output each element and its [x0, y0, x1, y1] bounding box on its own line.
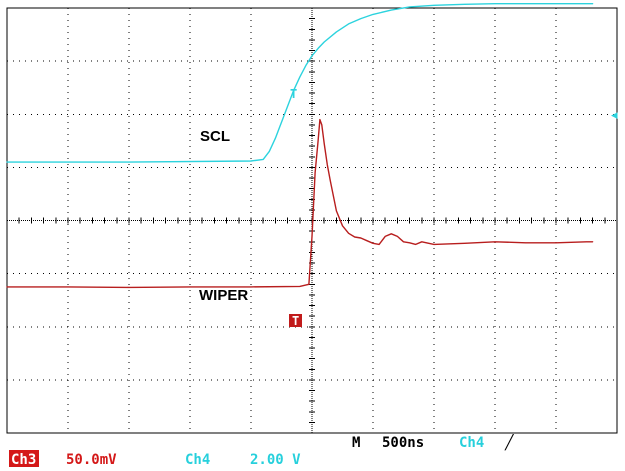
- ch4-trigger-position-marker: T: [290, 87, 297, 101]
- ch3-trigger-marker-box: [289, 314, 302, 327]
- traces: [6, 3, 594, 289]
- ch3-scale: 50.0mV: [66, 452, 117, 468]
- wiper-label: WIPER: [199, 287, 248, 304]
- wiper-trace: [6, 118, 594, 289]
- graticule-center-axes: [6, 7, 618, 434]
- trigger-source: Ch4: [459, 435, 484, 451]
- trigger-slope-icon: ╱: [504, 434, 515, 451]
- scl-trace: [6, 3, 594, 163]
- scl-label: SCL: [200, 128, 230, 145]
- ch4-name: Ch4: [185, 452, 210, 468]
- ch3-trigger-marker-text: T: [292, 314, 299, 328]
- timebase-label: M: [352, 435, 360, 451]
- timebase-value: 500ns: [382, 435, 424, 451]
- ch3-trigger-marker: T: [289, 314, 302, 328]
- ch4-level-marker-icon: ◂: [611, 108, 618, 123]
- status-bar: Ch3 50.0mV Ch4 2.00 V M 500ns Ch4 ╱: [9, 434, 515, 468]
- ch3-badge: Ch3: [11, 452, 36, 468]
- ch3-badge-bg: [9, 450, 39, 467]
- graticule-frame: [6, 7, 618, 434]
- graticule-grid: [7, 8, 617, 433]
- ch4-scale: 2.00 V: [250, 452, 301, 468]
